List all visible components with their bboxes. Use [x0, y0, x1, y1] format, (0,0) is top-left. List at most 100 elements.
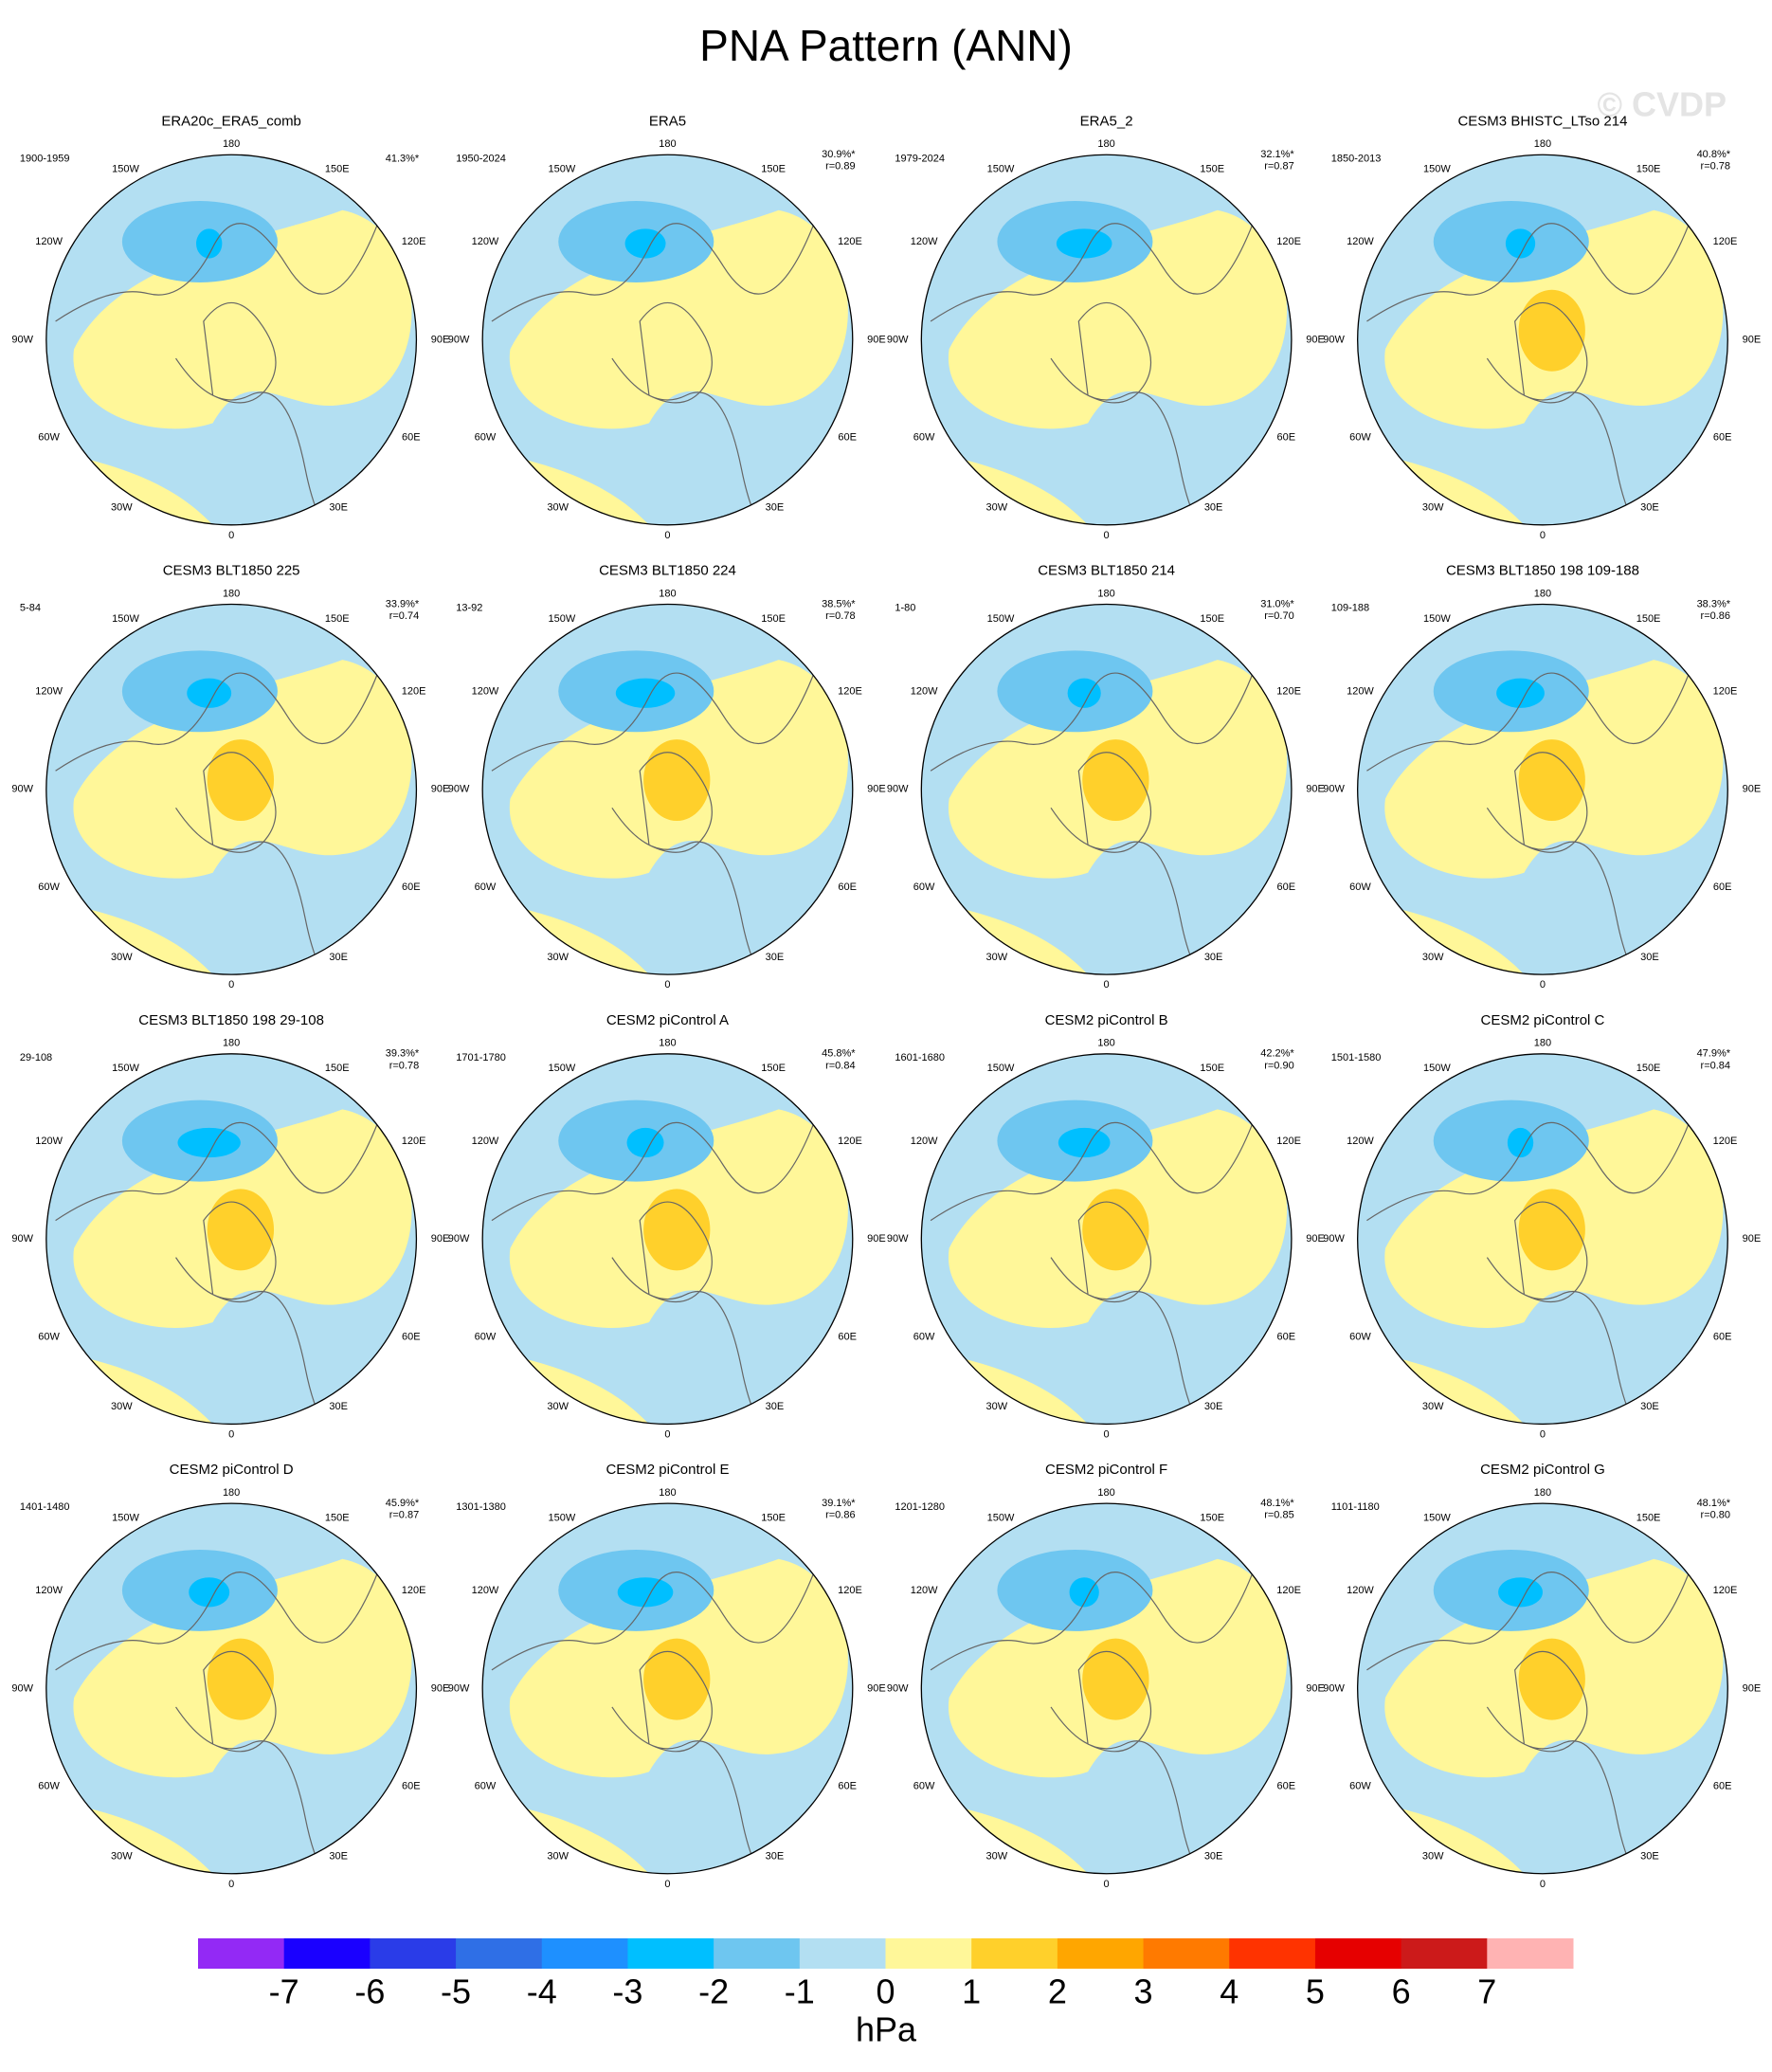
lon-label: 120W — [472, 1585, 499, 1596]
map-fill — [45, 1053, 417, 1425]
pattern-corr: r=0.74 — [389, 610, 420, 622]
colorbar-swatch — [1401, 1938, 1488, 1969]
panel-title: CESM3 BLT1850 225 — [163, 563, 300, 579]
low-core — [1058, 1127, 1111, 1158]
colorbar-label: -7 — [269, 1972, 299, 2011]
colorbar-label: 1 — [962, 1972, 981, 2011]
lon-label: 120W — [472, 1136, 499, 1147]
lon-label: 90W — [1323, 1233, 1345, 1245]
high-center — [1518, 1189, 1585, 1271]
period: 1950-2024 — [456, 153, 506, 164]
lon-label: 90E — [431, 334, 450, 345]
lon-label: 120E — [402, 685, 426, 697]
panel-title: CESM2 piControl E — [606, 1462, 729, 1478]
lon-label: 120W — [1347, 685, 1374, 697]
map-panel: 180 150W 150E 120W 120E 90W 90E 60W 60E 30W 30E 0 CE… — [11, 563, 449, 991]
panel-title: CESM2 piControl D — [170, 1462, 294, 1478]
pattern-corr: r=0.90 — [1264, 1060, 1294, 1071]
lon-label: 150E — [325, 1512, 350, 1523]
lon-label: 150E — [761, 1063, 786, 1074]
colorbar-label: -3 — [612, 1972, 642, 2011]
lon-label: 90E — [1306, 784, 1325, 795]
lon-label: 120W — [911, 1585, 938, 1596]
lon-label: 60W — [1349, 1331, 1371, 1342]
colorbar-swatch — [1487, 1938, 1574, 1969]
high-center — [1082, 1638, 1149, 1720]
map-panel: 180 150W 150E 120W 120E 90W 90E 60W 60E 30W 30E 0 CE… — [448, 1462, 886, 1890]
lon-label: 120W — [35, 1585, 63, 1596]
coastline — [491, 1568, 817, 1874]
lon-label: 90W — [11, 334, 33, 345]
lon-label: 30E — [1204, 1850, 1223, 1862]
lon-label: 120E — [1713, 1136, 1738, 1147]
lon-label: 180 — [223, 588, 240, 599]
lon-label: 150W — [1423, 163, 1451, 174]
coastline — [491, 668, 817, 975]
variance-pct: 39.3%* — [386, 1048, 420, 1060]
colorbar-label: 0 — [876, 1972, 895, 2011]
variance-pct: 47.9%* — [1697, 1048, 1731, 1060]
lon-label: 30E — [1204, 952, 1223, 963]
lon-label: 180 — [223, 1038, 240, 1049]
map-fill — [482, 1053, 853, 1425]
panel-title: CESM3 BLT1850 198 29-108 — [138, 1012, 324, 1028]
panel-title: ERA5 — [649, 113, 686, 129]
map-fill — [1357, 604, 1728, 975]
coastline — [1366, 1568, 1691, 1874]
panel-title: CESM2 piControl F — [1045, 1462, 1167, 1478]
lon-label: 120W — [1347, 236, 1374, 247]
coastline — [55, 1118, 380, 1425]
lon-label: 150W — [1423, 1512, 1451, 1523]
lon-label: 120E — [1276, 1585, 1301, 1596]
period: 1-80 — [895, 603, 915, 614]
variance-pct: 40.8%* — [1697, 149, 1731, 160]
map-panel: 180 150W 150E 120W 120E 90W 90E 60W 60E 30W 30E 0 CE… — [448, 1012, 886, 1441]
period: 1501-1580 — [1331, 1052, 1382, 1063]
lon-label: 90W — [887, 334, 909, 345]
map-border — [45, 1502, 418, 1875]
lon-label: 30E — [1204, 502, 1223, 514]
lon-label: 0 — [1540, 530, 1546, 541]
period: 29-108 — [20, 1052, 52, 1063]
lon-label: 30E — [766, 1850, 785, 1862]
lon-label: 120E — [838, 236, 862, 247]
lon-label: 150E — [1636, 1512, 1661, 1523]
lon-label: 150E — [1636, 163, 1661, 174]
colorbar-swatch — [627, 1938, 714, 1969]
lon-label: 60W — [475, 1781, 497, 1792]
lon-label: 0 — [228, 1428, 234, 1440]
lon-label: 180 — [1097, 588, 1114, 599]
lon-label: 150W — [987, 1512, 1015, 1523]
high-center — [207, 1638, 275, 1720]
map-border — [920, 603, 1293, 975]
variance-pct: 48.1%* — [1260, 1498, 1294, 1509]
lon-label: 150E — [325, 163, 350, 174]
figure-title: PNA Pattern (ANN) — [699, 21, 1073, 70]
panel-title: ERA20c_ERA5_comb — [161, 113, 301, 129]
colorbar-swatch — [799, 1938, 886, 1969]
map-panel: 180 150W 150E 120W 120E 90W 90E 60W 60E 30W 30E 0 CE… — [11, 1012, 449, 1441]
lon-label: 90E — [1743, 334, 1762, 345]
high-center — [207, 739, 275, 822]
colorbar-label: 4 — [1220, 1972, 1239, 2011]
map-border — [1357, 603, 1728, 975]
map-border — [481, 1502, 854, 1875]
lon-label: 90W — [887, 1233, 909, 1245]
panel-title: CESM2 piControl A — [606, 1012, 729, 1028]
map-fill — [1357, 1503, 1728, 1874]
map-border — [920, 154, 1293, 526]
lon-label: 120E — [402, 1585, 426, 1596]
variance-pct: 38.5%* — [822, 598, 856, 609]
pattern-corr: r=0.89 — [825, 161, 856, 173]
map-border — [45, 154, 418, 526]
high-center — [1082, 1189, 1149, 1271]
lon-label: 0 — [664, 979, 670, 991]
lon-label: 120W — [35, 236, 63, 247]
lon-label: 60E — [1277, 882, 1296, 893]
lon-label: 90W — [11, 784, 33, 795]
lon-label: 0 — [664, 1428, 670, 1440]
period: 1701-1780 — [456, 1052, 506, 1063]
period: 1979-2024 — [895, 153, 945, 164]
colorbar-label: -2 — [698, 1972, 729, 2011]
coastline — [1366, 1118, 1691, 1425]
